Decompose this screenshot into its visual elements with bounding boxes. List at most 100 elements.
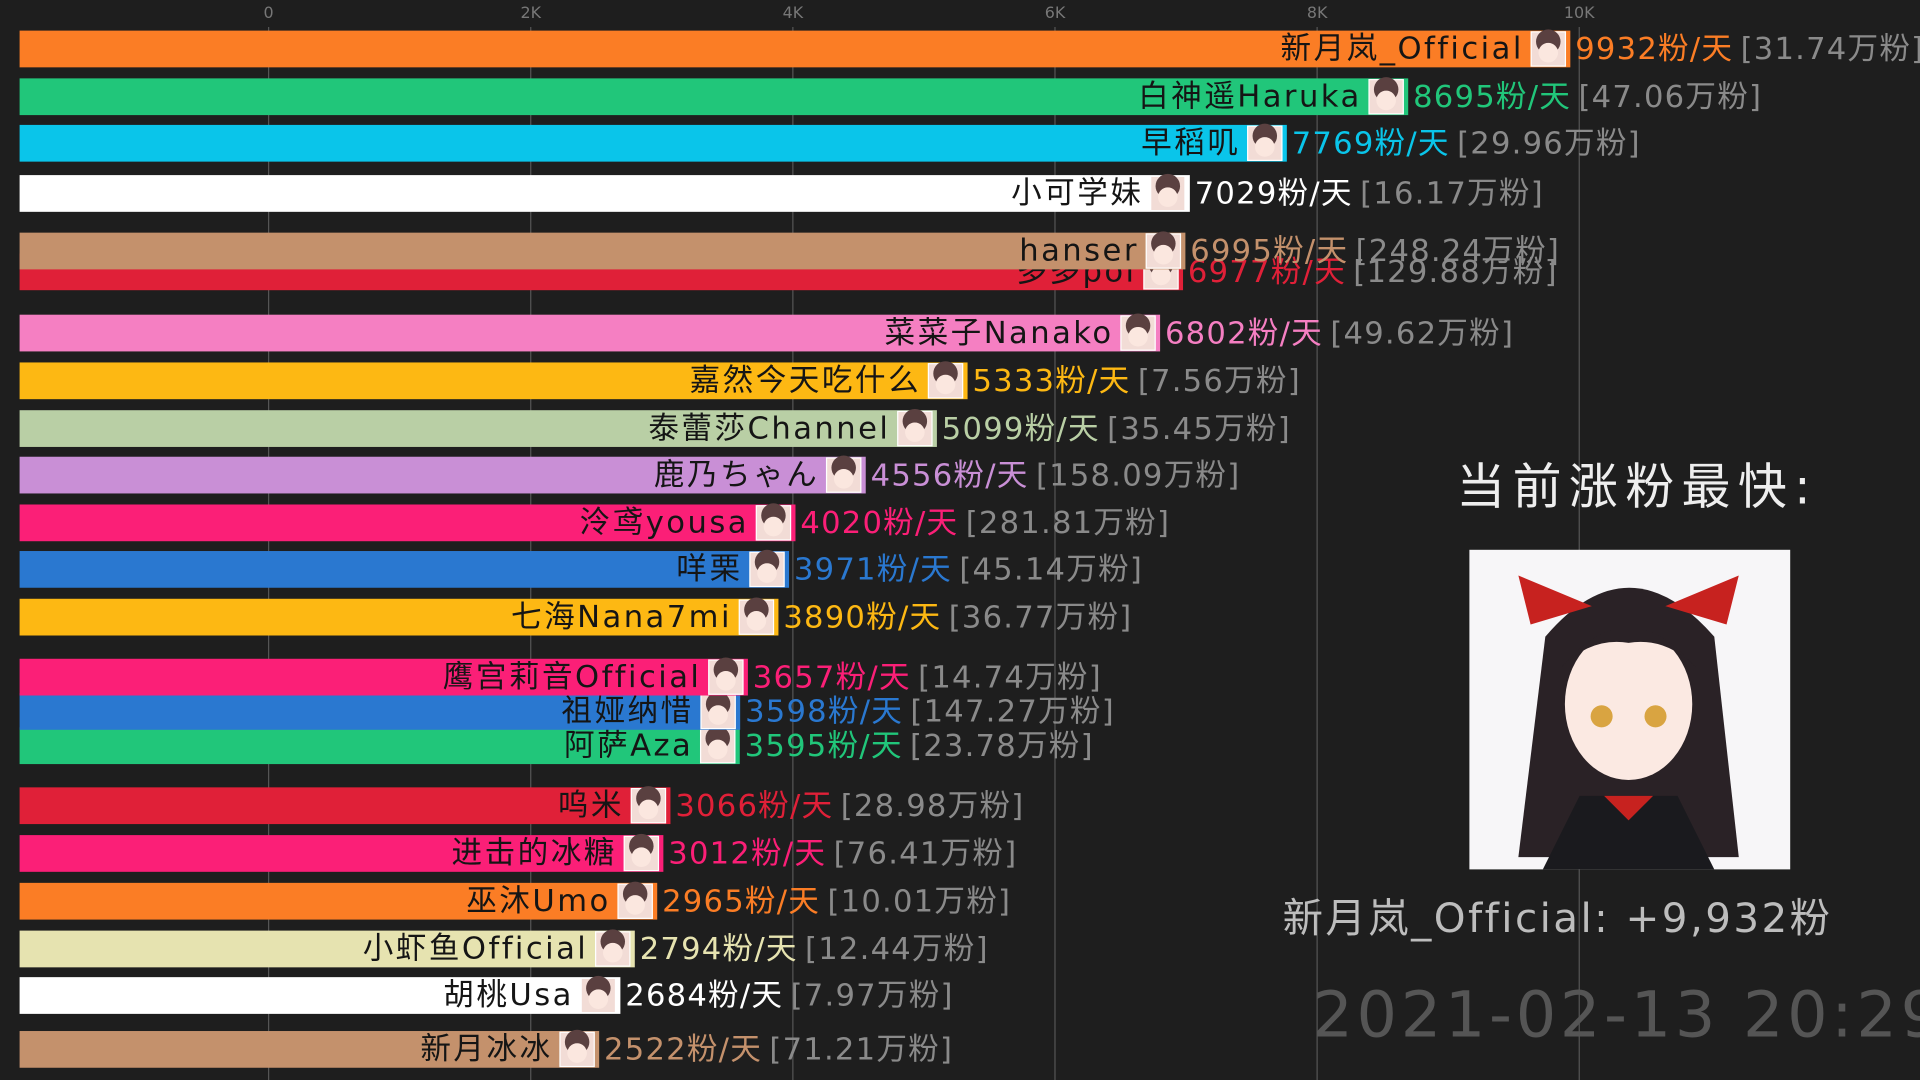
value-text: 3066粉/天 [28.98万粉] xyxy=(675,788,1024,823)
value-label: 8695粉/天 xyxy=(1413,79,1571,114)
value-text: 2522粉/天 [71.21万粉] xyxy=(604,1032,953,1067)
avatar-face xyxy=(833,468,854,489)
bar-row: hanser 6995粉/天 [248.24万粉] xyxy=(19,231,1560,270)
value-text: 6802粉/天 [49.62万粉] xyxy=(1165,316,1514,351)
x-tick-label: 0 xyxy=(264,3,274,22)
value-text: 6977粉/天 [129.88万粉] xyxy=(1188,255,1558,290)
avatar-face xyxy=(757,563,777,583)
avatar-face xyxy=(588,989,609,1009)
bar-row: 新月岚_Official 9932粉/天 [31.74万粉] xyxy=(19,29,1920,68)
value-text: 2965粉/天 [10.01万粉] xyxy=(662,884,1011,919)
value-label: 6802粉/天 xyxy=(1165,316,1323,351)
bar-name: 进击的冰糖 xyxy=(452,836,617,871)
avatar-face xyxy=(1128,326,1148,347)
bar xyxy=(19,232,1186,270)
avatar-face xyxy=(1538,42,1559,63)
value-text: 8695粉/天 [47.06万粉] xyxy=(1413,79,1762,114)
avatar-face xyxy=(631,847,652,867)
avatar-face xyxy=(1254,137,1275,157)
bar-name: 泰蕾莎Channel xyxy=(648,411,890,446)
bar xyxy=(19,727,740,765)
date: 2021-02-13 20:29 xyxy=(1312,978,1920,1052)
bar xyxy=(19,1031,600,1068)
value-text: 9932粉/天 [31.74万粉] xyxy=(1575,32,1920,67)
x-tick-label: 2K xyxy=(520,3,541,22)
value-label: 5333粉/天 xyxy=(972,364,1130,399)
bar-row: 新月冰冰 2522粉/天 [71.21万粉] xyxy=(19,1029,953,1068)
bar xyxy=(19,693,741,730)
bar-row: 鹰宫莉音Official 3657粉/天 [14.74万粉] xyxy=(19,657,1102,696)
total-label: [248.24万粉] xyxy=(1356,234,1560,269)
total-label: [35.45万粉] xyxy=(1107,411,1291,446)
total-label: [71.21万粉] xyxy=(769,1032,953,1067)
bar-name: 咩栗 xyxy=(676,552,742,587)
value-label: 7029粉/天 xyxy=(1195,176,1353,211)
bar-row: 白神遥Haruka 8695粉/天 [47.06万粉] xyxy=(19,77,1762,116)
bar-name: 呜米 xyxy=(558,788,624,823)
bar xyxy=(19,30,1571,68)
bar-row: 咩栗 3971粉/天 [45.14万粉] xyxy=(19,549,1143,588)
bar-row: 巫沐Umo 2965粉/天 [10.01万粉] xyxy=(19,881,1011,920)
value-label: 2965粉/天 xyxy=(662,884,820,919)
bar-name: 小虾鱼Official xyxy=(363,932,589,967)
value-label: 3066粉/天 xyxy=(675,788,833,823)
bar xyxy=(19,504,796,542)
total-label: [10.01万粉] xyxy=(827,884,1011,919)
avatar-face xyxy=(935,374,956,395)
bar xyxy=(19,78,1409,116)
value-label: 3598粉/天 xyxy=(745,694,903,729)
bar-row: 菜菜子Nanako 6802粉/天 [49.62万粉] xyxy=(19,313,1514,352)
bar xyxy=(19,658,748,696)
avatar-face xyxy=(1158,187,1178,207)
bar-row: 阿萨Aza 3595粉/天 [23.78万粉] xyxy=(19,726,1094,765)
bar xyxy=(19,362,968,400)
value-text: 3598粉/天 [147.27万粉] xyxy=(745,694,1115,729)
bar-name: 菜菜子Nanako xyxy=(885,316,1114,351)
bar-row: 七海Nana7mi 3890粉/天 [36.77万粉] xyxy=(19,597,1133,636)
value-text: 5099粉/天 [35.45万粉] xyxy=(942,411,1291,446)
value-text: 7769粉/天 [29.96万粉] xyxy=(1292,126,1641,161)
bar-row: 泠鸢yousa 4020粉/天 [281.81万粉] xyxy=(19,503,1169,542)
bar xyxy=(19,930,635,968)
bar-name: 巫沐Umo xyxy=(466,884,610,919)
avatar-face xyxy=(625,895,645,915)
bar xyxy=(19,977,621,1014)
value-text: 3595粉/天 [23.78万粉] xyxy=(745,728,1094,763)
leader-label: 新月岚_Official: +9,932粉 xyxy=(1283,894,1833,942)
total-label: [14.74万粉] xyxy=(918,660,1102,695)
bar-name: 新月冰冰 xyxy=(420,1032,552,1067)
avatar-face xyxy=(638,799,659,820)
bar-name: hanser xyxy=(1019,234,1139,269)
value-label: 5099粉/天 xyxy=(942,411,1100,446)
value-text: 7029粉/天 [16.17万粉] xyxy=(1195,176,1544,211)
value-text: 3657粉/天 [14.74万粉] xyxy=(753,660,1102,695)
x-tick-label: 6K xyxy=(1045,3,1066,22)
bar-row: 早稻叽 7769粉/天 [29.96万粉] xyxy=(19,123,1641,162)
bar-row: 嘉然今天吃什么 5333粉/天 [7.56万粉] xyxy=(19,361,1300,400)
value-label: 3890粉/天 xyxy=(783,600,941,635)
total-label: [16.17万粉] xyxy=(1360,176,1544,211)
value-label: 6977粉/天 xyxy=(1188,255,1346,290)
value-label: 3595粉/天 xyxy=(745,728,903,763)
bar-name: 七海Nana7mi xyxy=(511,600,732,635)
value-text: 4556粉/天 [158.09万粉] xyxy=(871,458,1241,493)
avatar-face xyxy=(602,942,623,963)
bar-row: 小虾鱼Official 2794粉/天 [12.44万粉] xyxy=(19,929,988,968)
bar-row: 小可学妹 7029粉/天 [16.17万粉] xyxy=(19,173,1544,212)
total-label: [129.88万粉] xyxy=(1353,255,1557,290)
total-label: [36.77万粉] xyxy=(949,600,1133,635)
x-tick-label: 4K xyxy=(783,3,804,22)
value-label: 2794粉/天 xyxy=(640,932,798,967)
leader-title: 当前涨粉最快: xyxy=(1456,458,1818,515)
bar xyxy=(19,787,671,825)
value-label: 4556粉/天 xyxy=(871,458,1029,493)
total-label: [31.74万粉] xyxy=(1741,32,1920,67)
total-label: [45.14万粉] xyxy=(959,552,1143,587)
value-label: 4020粉/天 xyxy=(800,506,958,541)
bar-row: 泰蕾莎Channel 5099粉/天 [35.45万粉] xyxy=(19,408,1291,447)
value-text: 2684粉/天 [7.97万粉] xyxy=(625,978,953,1013)
bar-row: 呜米 3066粉/天 [28.98万粉] xyxy=(19,786,1024,825)
value-label: 7769粉/天 xyxy=(1292,126,1450,161)
